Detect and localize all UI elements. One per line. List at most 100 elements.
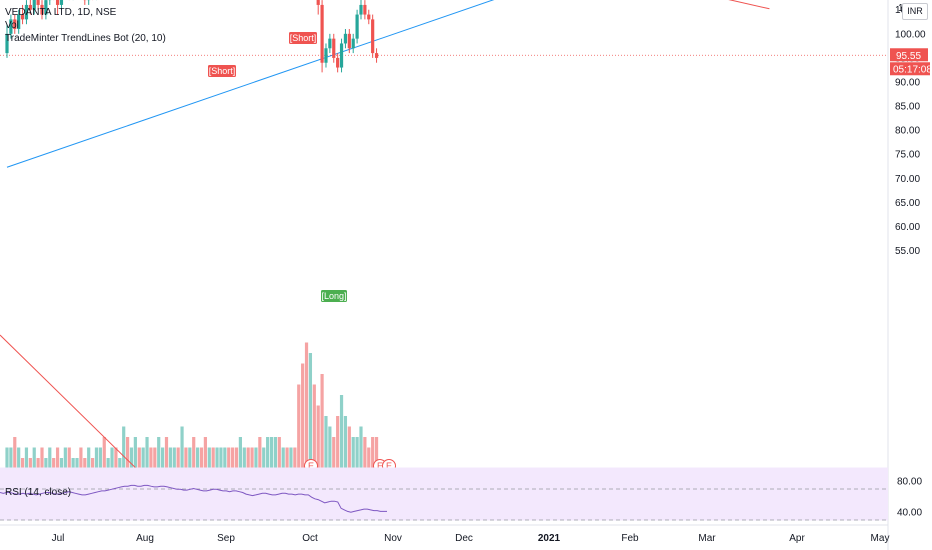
volume-bar xyxy=(371,437,375,479)
volume-bar xyxy=(114,447,118,479)
candle-body xyxy=(343,33,348,44)
short-signal-label: [Short] xyxy=(209,66,236,76)
candle-body xyxy=(32,0,36,10)
time-axis-label: Apr xyxy=(789,533,805,544)
volume-bar xyxy=(110,447,114,479)
candle-body xyxy=(359,4,363,15)
volume-bar xyxy=(266,437,270,479)
volume-bar xyxy=(339,395,344,479)
volume-bar xyxy=(320,374,324,479)
price-tick-label: 100.00 xyxy=(895,29,926,40)
volume-bar xyxy=(24,447,29,479)
candle-body xyxy=(355,14,359,39)
volume-bar xyxy=(5,447,9,479)
volume-bar xyxy=(312,384,316,479)
rsi-tick-label: 40.00 xyxy=(897,508,922,519)
candle-body xyxy=(55,0,60,5)
volume-bar xyxy=(285,447,289,479)
candle-body xyxy=(44,0,48,15)
volume-bar xyxy=(199,447,204,479)
volume-bar xyxy=(242,447,246,479)
candle-body xyxy=(5,33,9,54)
volume-bar xyxy=(207,447,211,479)
candle-body xyxy=(316,0,320,5)
last-price-tag xyxy=(890,48,928,62)
candle-body xyxy=(17,14,21,30)
volume-bar xyxy=(297,384,301,479)
long-signal-label: [Long] xyxy=(321,291,346,301)
volume-bar xyxy=(223,447,227,479)
volume-bar xyxy=(184,447,188,479)
candle-body xyxy=(351,38,355,49)
volume-bar xyxy=(347,426,351,479)
old-resistance-trendline xyxy=(0,334,149,481)
support-trendline xyxy=(6,0,495,168)
rsi-band xyxy=(0,467,888,521)
volume-bar xyxy=(168,447,172,479)
volume-bar xyxy=(254,447,258,479)
candle-body xyxy=(328,38,332,49)
trendlines-group xyxy=(6,0,770,168)
volume-bar xyxy=(145,437,149,479)
time-axis-label: Oct xyxy=(302,533,318,544)
price-tick-label: 75.00 xyxy=(895,150,920,161)
indicator-label: TradeMinter TrendLines Bot (20, 10) xyxy=(5,33,166,44)
rsi-line xyxy=(0,484,387,513)
volume-bar xyxy=(137,447,141,479)
candle-body xyxy=(320,4,324,63)
candle-body xyxy=(24,4,29,20)
short-signal-badge xyxy=(289,32,317,44)
time-axis-label: Jul xyxy=(52,533,65,544)
price-tick-label: 65.00 xyxy=(895,198,920,209)
price-tick-label: 80.00 xyxy=(895,126,920,137)
volume-bar xyxy=(219,447,223,479)
volume-bar xyxy=(324,416,328,479)
volume-bar xyxy=(125,437,130,479)
volume-bar xyxy=(164,437,169,479)
volume-bar xyxy=(231,447,235,479)
last-price-value: 95.55 xyxy=(896,51,921,62)
volume-bar xyxy=(269,437,274,479)
candle-body xyxy=(339,43,344,68)
rsi-label: RSI (14, close) xyxy=(5,487,72,498)
volume-bar xyxy=(238,437,242,479)
candle-body xyxy=(367,14,371,20)
volume-bar xyxy=(192,437,196,479)
volume-bar xyxy=(363,437,367,479)
volume-bar xyxy=(336,416,340,479)
resistance-trendline xyxy=(728,0,770,10)
volume-bar xyxy=(94,447,99,479)
volume-bar xyxy=(293,447,297,479)
volume-bar xyxy=(308,353,313,479)
long-signal-badge xyxy=(321,290,347,302)
volume-bar xyxy=(273,437,278,479)
price-tick-label: 85.00 xyxy=(895,102,920,113)
volume-bar xyxy=(161,447,165,479)
price-tick-label: 90.00 xyxy=(895,77,920,88)
currency-button[interactable]: INR xyxy=(902,3,928,20)
volume-bar xyxy=(250,447,254,479)
candle-body xyxy=(28,4,32,10)
candle-body xyxy=(40,4,44,15)
short-signal-badge xyxy=(208,65,236,77)
volume-bar xyxy=(277,437,281,479)
volume-bar xyxy=(328,426,332,479)
time-axis-label: Aug xyxy=(136,533,154,544)
volume-bar xyxy=(227,447,231,479)
countdown-value: 05:17:08 xyxy=(893,64,932,75)
price-tick-label: 70.00 xyxy=(895,174,920,185)
volume-bar xyxy=(374,437,379,479)
volume-bar xyxy=(157,437,161,479)
volume-bar xyxy=(102,437,106,479)
volume-bar xyxy=(196,447,200,479)
rsi-tick-label: 80.00 xyxy=(897,477,922,488)
volume-bar xyxy=(355,437,359,479)
volume-bar xyxy=(176,447,180,479)
volume-bar xyxy=(343,416,348,479)
countdown-tag xyxy=(890,62,930,76)
short-signal-label: [Short] xyxy=(290,33,317,43)
symbol-title[interactable]: VEDANTA LTD, 1D, NSE xyxy=(5,7,117,18)
time-axis-label: Nov xyxy=(384,533,402,544)
candle-body xyxy=(324,48,328,63)
